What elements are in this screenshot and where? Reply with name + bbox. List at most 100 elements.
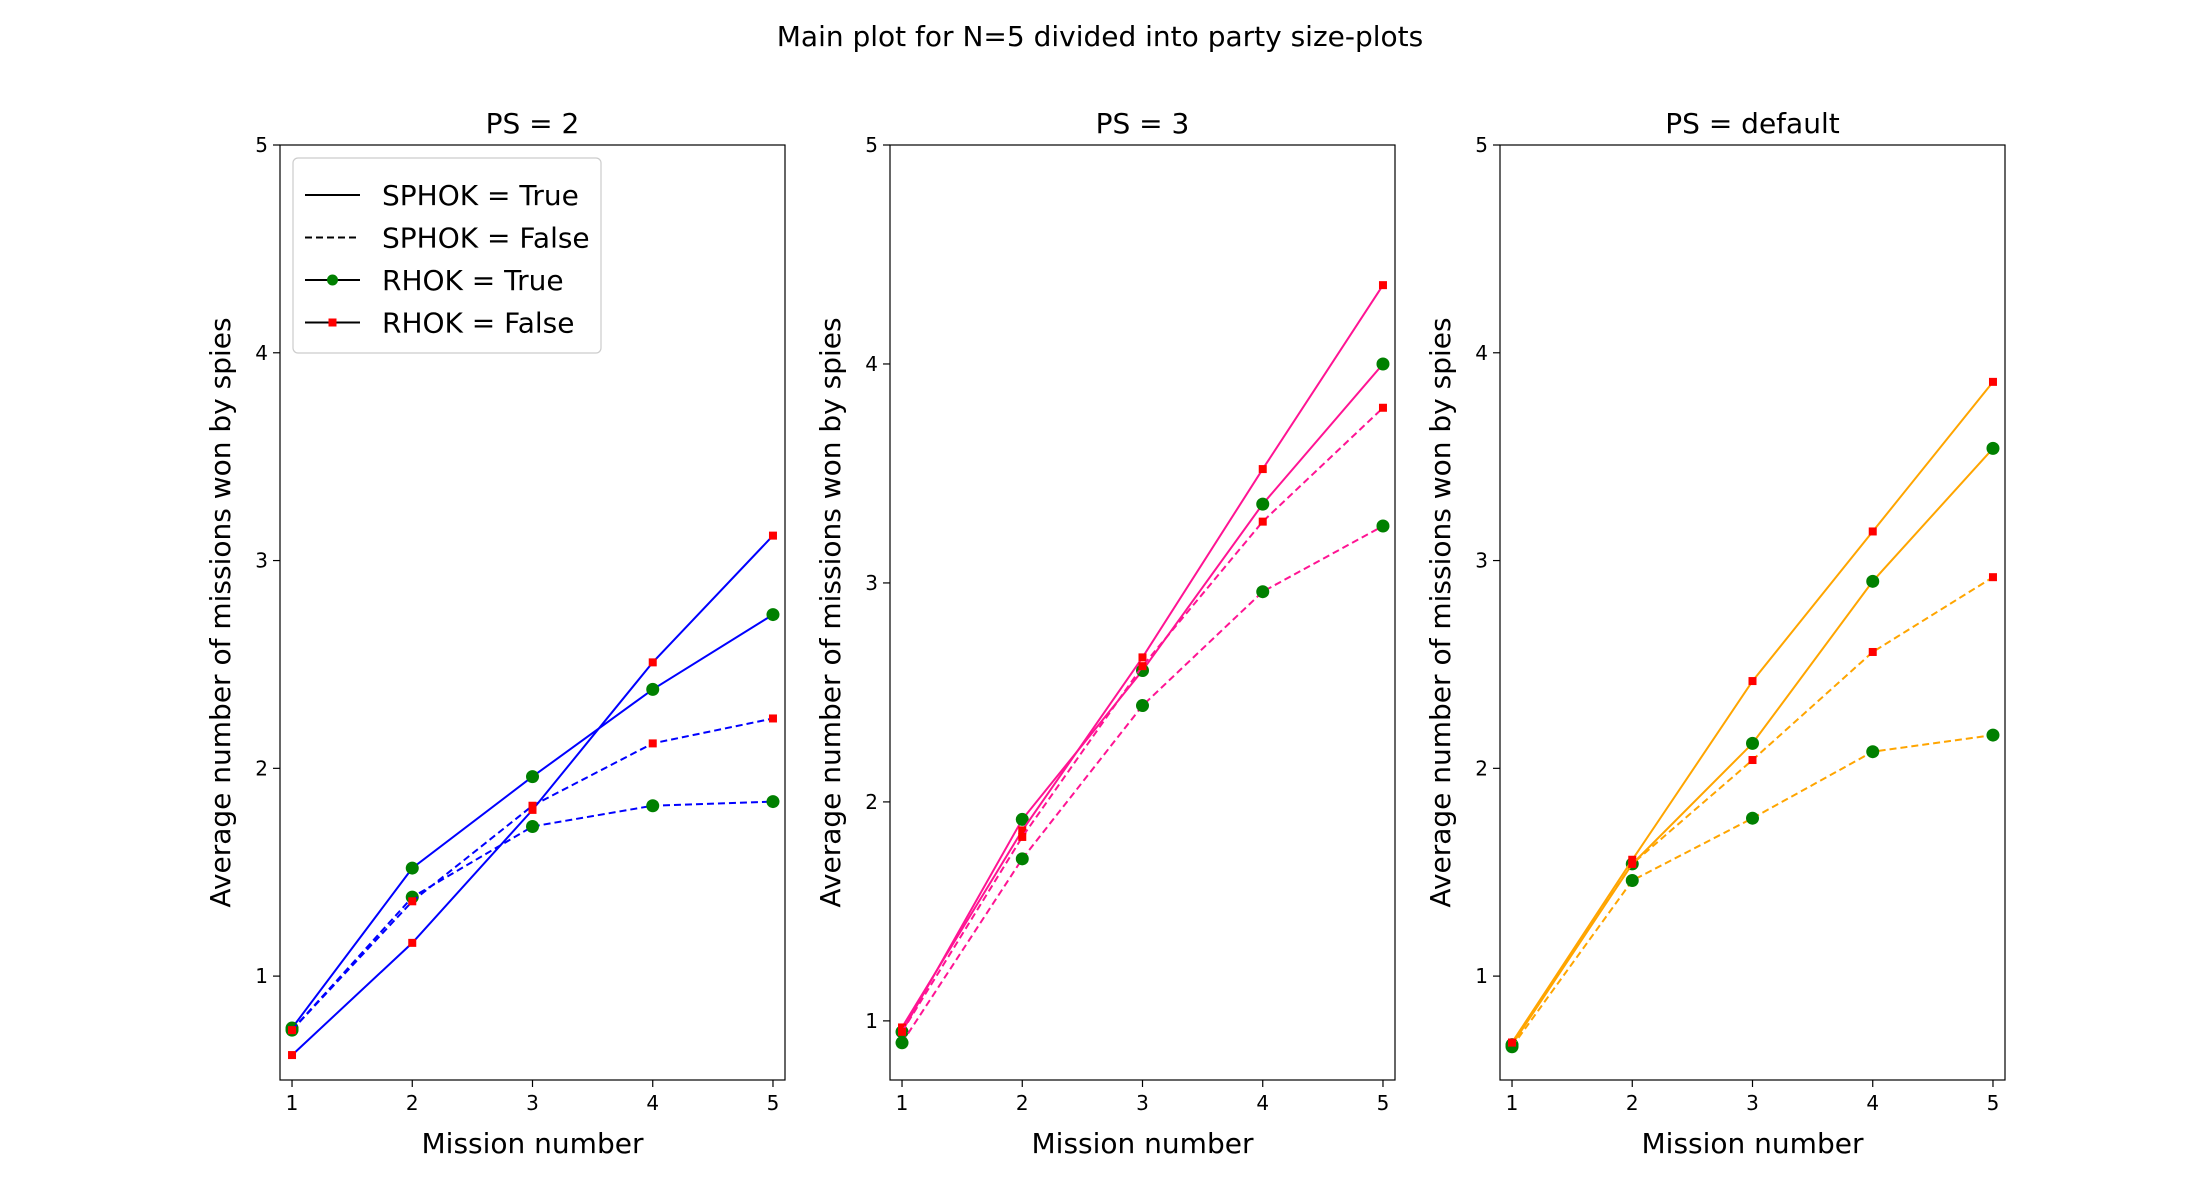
x-tick-label: 5 (1987, 1091, 2000, 1115)
subplot-1: PS = 2 1 2 3 4 5 1 2 3 4 5 Mission number Average nu… (204, 107, 786, 1160)
x-tick-label: 3 (1136, 1091, 1149, 1115)
y-axis-label: Average number of missions won by spies (814, 317, 847, 907)
legend-entry: RHOK = True (305, 264, 564, 297)
data-point-rhok-true (405, 861, 419, 875)
data-point-rhok-false (1018, 826, 1027, 835)
data-point-rhok-true (1376, 357, 1390, 371)
series-line (291, 717, 774, 1031)
data-point-rhok-true (1746, 811, 1759, 825)
data-point-rhok-false (898, 1023, 907, 1032)
subplot-title: PS = 2 (486, 107, 580, 140)
series-sphok-false-rhok-true (1505, 728, 2000, 1054)
x-tick-label: 5 (1377, 1091, 1390, 1115)
data-point-rhok-false (1508, 1038, 1517, 1047)
figure-title: Main plot for N=5 divided into party siz… (777, 20, 1423, 53)
data-point-rhok-false (1868, 647, 1877, 656)
data-point-rhok-false (768, 714, 777, 723)
data-point-rhok-false (1868, 527, 1877, 536)
data-point-rhok-true (1015, 852, 1029, 866)
series-sphok-true-rhok-false (898, 281, 1387, 1032)
x-tick-label: 1 (896, 1091, 909, 1115)
y-tick-label: 4 (865, 352, 878, 376)
subplot-2: PS = 3 1 2 3 4 5 1 2 3 4 5 Mission number Average nu… (814, 107, 1396, 1160)
data-point-rhok-false (648, 739, 657, 748)
legend: SPHOK = True SPHOK = False RHOK = True RHOK… (292, 157, 602, 354)
data-point-rhok-true (1015, 812, 1029, 826)
data-point-rhok-true (1256, 585, 1270, 599)
y-axis-label: Average number of missions won by spies (204, 317, 237, 907)
data-point-rhok-false (1378, 403, 1387, 412)
legend-label: SPHOK = True (382, 179, 579, 212)
legend-entry: RHOK = False (305, 307, 574, 340)
series-sphok-false-rhok-true (895, 519, 1390, 1050)
x-tick-label: 4 (1256, 1091, 1269, 1115)
data-point-rhok-false (1138, 653, 1147, 662)
x-tick-label: 1 (1506, 1091, 1519, 1115)
subplot-title: PS = 3 (1096, 107, 1190, 140)
data-point-rhok-false (1018, 832, 1027, 841)
data-point-rhok-false (898, 1027, 907, 1036)
y-tick-label: 4 (1475, 341, 1488, 365)
legend-marker-square (328, 318, 337, 327)
x-tick-label: 4 (1866, 1091, 1879, 1115)
series-line (901, 525, 1384, 1044)
data-point-rhok-false (288, 1026, 297, 1035)
subplot-title: PS = default (1665, 107, 1839, 140)
data-point-rhok-true (895, 1036, 909, 1050)
data-point-rhok-true (1625, 874, 1639, 888)
subplot-3: PS = default 1 2 3 4 5 1 2 3 4 5 Mission number Aver… (1424, 107, 2006, 1160)
series-line (1511, 734, 1994, 1048)
x-tick-label: 4 (646, 1091, 659, 1115)
subplots: PS = 2 1 2 3 4 5 1 2 3 4 5 Mission number Average nu… (204, 107, 2006, 1160)
x-tick-label: 2 (1016, 1091, 1029, 1115)
data-point-rhok-false (1988, 377, 1997, 386)
y-tick-label: 2 (255, 756, 268, 780)
x-tick-label: 1 (286, 1091, 299, 1115)
data-point-rhok-true (526, 770, 539, 784)
y-tick-label: 3 (865, 571, 878, 595)
data-point-rhok-true (1986, 728, 2000, 742)
data-point-rhok-true (526, 820, 539, 834)
data-point-rhok-false (528, 805, 537, 814)
data-point-rhok-false (408, 897, 417, 906)
x-tick-label: 5 (767, 1091, 780, 1115)
data-point-rhok-true (1986, 441, 2000, 455)
y-tick-label: 1 (1475, 964, 1488, 988)
data-point-rhok-false (288, 1051, 297, 1060)
x-tick-label: 3 (1746, 1091, 1759, 1115)
data-point-rhok-false (408, 938, 417, 947)
data-point-rhok-false (528, 801, 537, 810)
axes-frame (279, 144, 786, 1081)
y-axis-label: Average number of missions won by spies (1424, 317, 1457, 907)
legend-label: RHOK = False (382, 307, 574, 340)
data-point-rhok-false (1378, 281, 1387, 290)
x-axis-label: Mission number (1642, 1127, 1864, 1160)
data-point-rhok-true (1866, 745, 1880, 759)
axes-frame (1499, 144, 2006, 1081)
y-tick-label: 2 (1475, 756, 1488, 780)
data-point-rhok-true (766, 795, 780, 809)
legend-entry: SPHOK = False (305, 222, 590, 255)
legend-label: SPHOK = False (382, 222, 590, 255)
y-tick-label: 3 (1475, 549, 1488, 573)
x-tick-label: 2 (406, 1091, 419, 1115)
data-point-rhok-false (1258, 517, 1267, 526)
y-tick-label: 5 (1475, 133, 1488, 157)
data-point-rhok-false (648, 658, 657, 667)
y-tick-label: 4 (255, 341, 268, 365)
legend-label: RHOK = True (382, 264, 564, 297)
x-tick-label: 2 (1626, 1091, 1639, 1115)
y-tick-label: 1 (255, 964, 268, 988)
data-point-rhok-false (1628, 855, 1637, 864)
data-point-rhok-false (768, 531, 777, 540)
data-point-rhok-false (1138, 662, 1147, 671)
data-point-rhok-true (1256, 497, 1270, 511)
data-point-rhok-false (1988, 573, 1997, 582)
legend-frame (292, 157, 602, 354)
y-tick-label: 2 (865, 790, 878, 814)
data-point-rhok-false (1628, 859, 1637, 868)
y-tick-label: 1 (865, 1009, 878, 1033)
series-sphok-false-rhok-false (288, 714, 777, 1035)
data-point-rhok-true (766, 608, 780, 622)
